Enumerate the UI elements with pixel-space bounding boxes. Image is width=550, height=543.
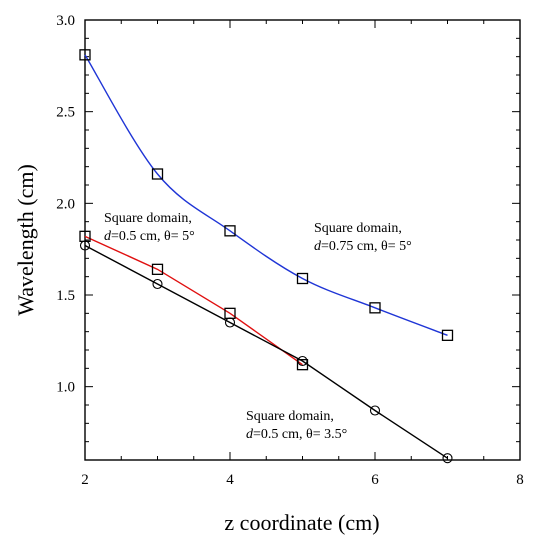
annotation-blue: Square domain, d=0.75 cm, θ= 5°: [314, 221, 412, 254]
annotation-blue-d: d: [314, 239, 322, 254]
data-point-black: [442, 453, 453, 464]
data-point-black: [152, 278, 163, 290]
data-point-black: [297, 355, 308, 367]
annotation-black-d: d: [246, 427, 254, 442]
data-point-blue: [79, 49, 91, 61]
series-black: [79, 240, 453, 464]
series-line-black: [84, 244, 448, 459]
data-point-blue: [224, 225, 236, 237]
data-point-black: [79, 240, 91, 251]
y-axis-title: Wavelength (cm): [13, 164, 38, 316]
annotation-black-line2: d=0.5 cm, θ= 3.5°: [246, 427, 347, 442]
data-point-blue: [369, 302, 381, 314]
y-tick-label: 1.5: [56, 288, 75, 304]
data-point-black: [224, 317, 236, 328]
data-point-blue: [296, 272, 309, 285]
x-axis-ticks: 2 4 6 8: [81, 20, 524, 488]
annotation-black-line1: Square domain,: [246, 409, 334, 424]
y-tick-label: 1.0: [56, 380, 75, 396]
annotation-red-params: =0.5 cm, θ= 5°: [111, 229, 195, 244]
y-tick-label: 2.0: [56, 196, 75, 212]
annotation-blue-params: =0.75 cm, θ= 5°: [321, 239, 412, 254]
annotation-blue-line1: Square domain,: [314, 221, 402, 236]
x-tick-label: 8: [516, 472, 524, 488]
data-point-red: [151, 263, 164, 275]
series-blue: [79, 49, 454, 341]
data-point-blue: [151, 168, 164, 180]
annotation-black: Square domain, d=0.5 cm, θ= 3.5°: [246, 409, 347, 442]
x-tick-label: 4: [226, 472, 234, 488]
data-point-blue: [441, 329, 454, 341]
x-tick-label: 2: [81, 472, 89, 488]
x-tick-label: 6: [371, 472, 379, 488]
y-tick-label: 2.5: [56, 105, 75, 121]
annotation-red-d: d: [104, 229, 112, 244]
series-line-blue: [84, 54, 448, 336]
annotation-red-line2: d=0.5 cm, θ= 5°: [104, 229, 195, 244]
series-line-red: [84, 235, 303, 366]
y-tick-label: 3.0: [56, 13, 75, 29]
x-axis-title: z coordinate (cm): [224, 510, 379, 535]
series-layer: [79, 49, 454, 464]
y-axis-ticks: 1.0 1.5 2.0 2.5 3.0: [56, 13, 520, 461]
annotation-red: Square domain, d=0.5 cm, θ= 5°: [104, 211, 195, 244]
data-point-black: [369, 405, 381, 416]
series-red: [79, 230, 309, 371]
annotation-black-params: =0.5 cm, θ= 3.5°: [253, 427, 347, 442]
annotation-red-line1: Square domain,: [104, 211, 192, 226]
annotation-blue-line2: d=0.75 cm, θ= 5°: [314, 239, 412, 254]
